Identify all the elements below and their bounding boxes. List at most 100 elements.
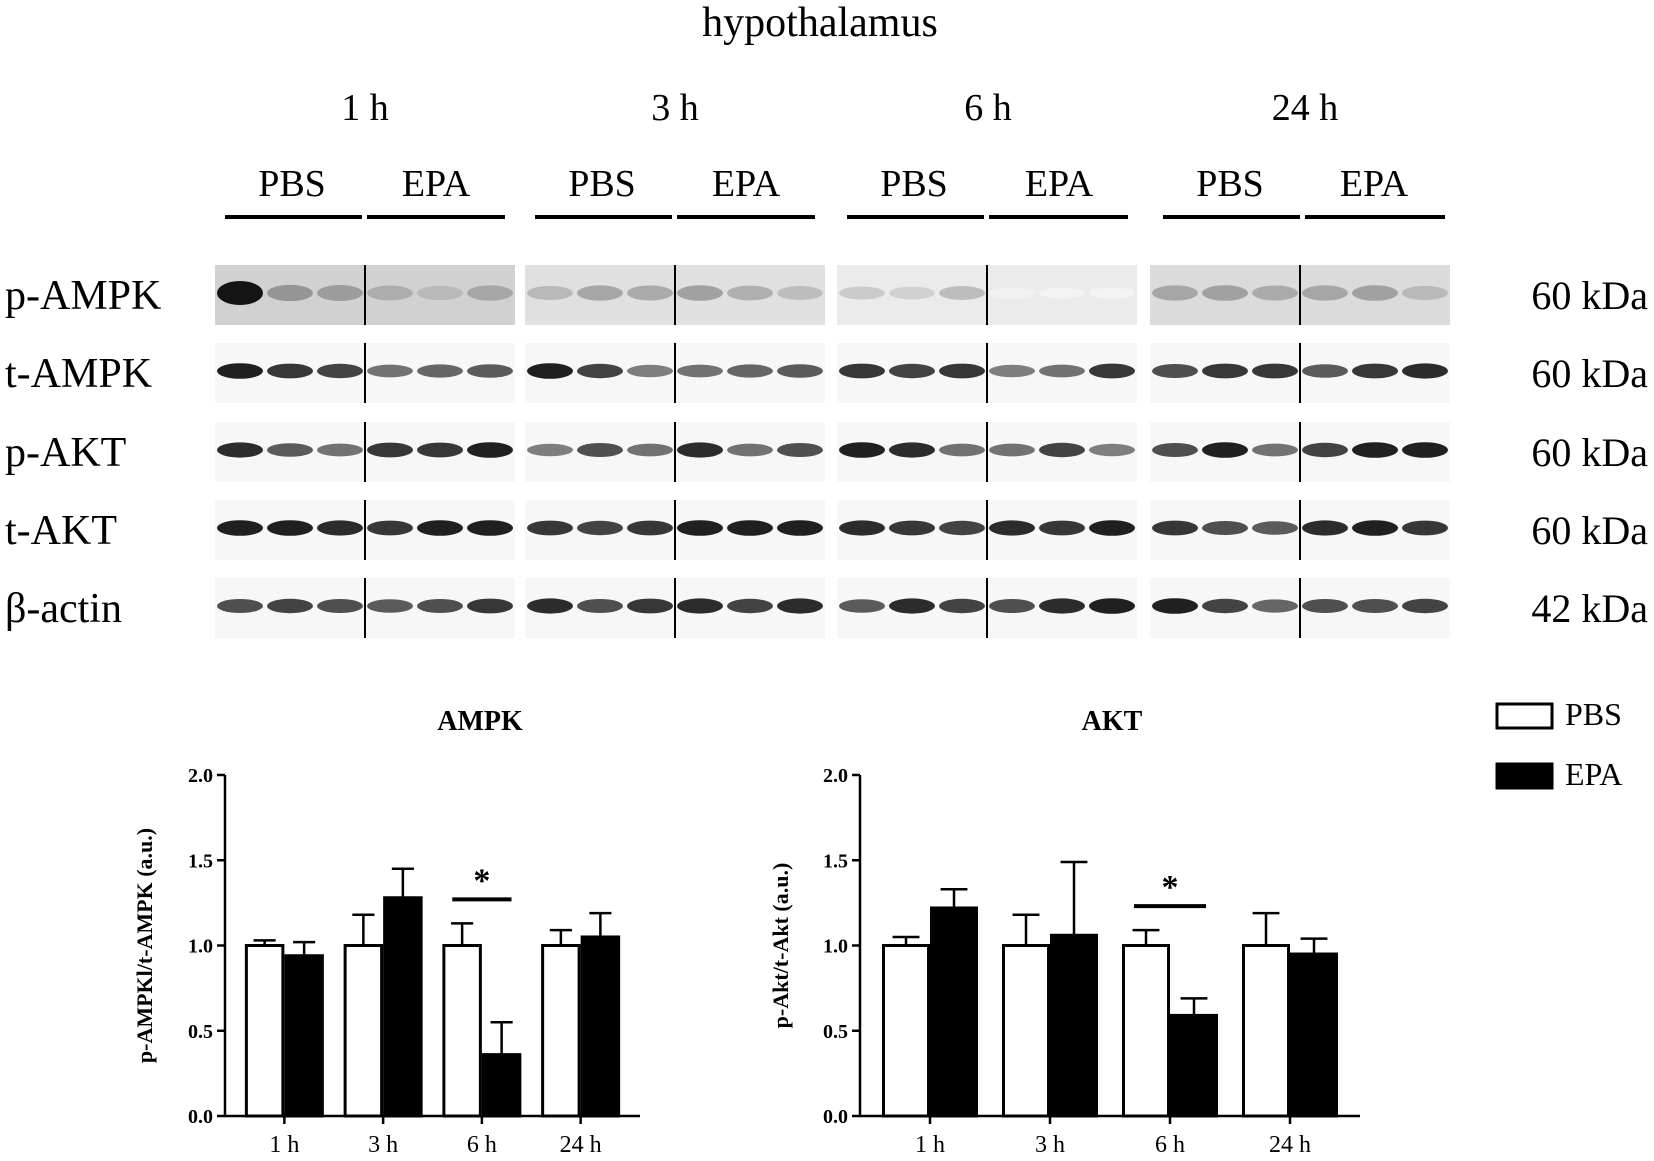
blot-band xyxy=(577,363,623,379)
blot-band xyxy=(777,520,823,536)
bar-pbs xyxy=(244,944,285,1118)
bar-epa xyxy=(1170,1013,1218,1118)
blot-band xyxy=(677,442,723,458)
blot-strip-beta-actin xyxy=(215,578,515,638)
blot-group-label: EPA xyxy=(1340,163,1409,205)
blot-band xyxy=(467,598,513,614)
blot-strip-beta-actin xyxy=(837,578,1137,638)
blot-band xyxy=(1089,598,1135,614)
blot-band xyxy=(1202,285,1248,301)
bar-pbs xyxy=(1002,944,1050,1118)
blot-band xyxy=(889,598,935,614)
blot-strip-t-akt xyxy=(215,500,515,560)
blot-band xyxy=(217,281,263,305)
blot-band xyxy=(1302,442,1348,458)
significance-label: * xyxy=(473,862,490,899)
blot-band xyxy=(839,599,885,613)
blot-strip-p-ampk xyxy=(1150,265,1450,325)
legend-swatch-pbs xyxy=(1495,702,1554,730)
blot-band xyxy=(1152,364,1198,378)
blot-band xyxy=(527,598,573,614)
x-tick-label: 24 h xyxy=(560,1132,602,1158)
blot-band xyxy=(1302,364,1348,378)
blot-band xyxy=(1252,443,1298,457)
y-tick-label: 1.0 xyxy=(823,936,848,958)
blot-strip-p-ampk xyxy=(525,265,825,325)
blot-band xyxy=(777,364,823,378)
blot-band xyxy=(417,364,463,378)
blot-group-label: PBS xyxy=(1196,163,1264,205)
blot-timepoint-label: 3 h xyxy=(651,87,699,129)
blot-strip-p-akt xyxy=(1150,422,1450,482)
legend-label: PBS xyxy=(1565,696,1622,732)
y-tick-label: 1.5 xyxy=(188,850,213,872)
blot-band xyxy=(777,598,823,614)
blot-band xyxy=(367,285,413,301)
blot-band xyxy=(1252,599,1298,613)
blot-band xyxy=(1402,442,1448,458)
blot-band xyxy=(367,599,413,613)
blot-band xyxy=(417,442,463,458)
y-tick-label: 0.5 xyxy=(823,1021,848,1043)
blot-band xyxy=(467,285,513,301)
significance-label: * xyxy=(1162,869,1179,906)
bar-pbs xyxy=(442,944,482,1118)
blot-strip-t-ampk xyxy=(837,343,1137,403)
chart-title: AKT xyxy=(1082,706,1143,737)
bar-epa xyxy=(1050,933,1098,1118)
blot-timepoint-label: 24 h xyxy=(1272,87,1339,129)
blot-band xyxy=(1252,285,1298,301)
blot-band xyxy=(1352,442,1398,458)
blot-strip-t-akt xyxy=(837,500,1137,560)
blot-band xyxy=(1202,521,1248,535)
blot-band xyxy=(989,287,1035,299)
blot-band xyxy=(839,286,885,300)
blot-band xyxy=(727,443,773,457)
bar-epa xyxy=(580,935,621,1118)
legend: PBS EPA xyxy=(1495,696,1623,792)
blot-strip-p-ampk xyxy=(215,265,515,325)
y-tick-label: 2.0 xyxy=(823,765,848,787)
y-tick-label: 0.0 xyxy=(188,1106,213,1128)
blot-band xyxy=(577,443,623,457)
blot-band xyxy=(939,286,985,300)
blot-band xyxy=(317,599,363,613)
blot-band xyxy=(317,520,363,536)
blot-band xyxy=(777,286,823,300)
blot-strip-t-akt xyxy=(1150,500,1450,560)
blot-band xyxy=(627,598,673,614)
blot-size-label: 42 kDa xyxy=(1531,586,1648,631)
blot-group-label: PBS xyxy=(568,163,636,205)
blot-band xyxy=(727,364,773,378)
blot-band xyxy=(527,285,573,301)
bar-epa xyxy=(930,906,978,1118)
blot-band xyxy=(1252,363,1298,379)
blot-size-label: 60 kDa xyxy=(1531,430,1648,475)
x-tick-label: 1 h xyxy=(915,1132,945,1158)
bar-pbs xyxy=(343,944,384,1118)
blot-band xyxy=(467,520,513,536)
blot-band xyxy=(417,520,463,536)
blot-band xyxy=(939,520,985,536)
blot-band xyxy=(267,520,313,536)
blot-band xyxy=(577,285,623,301)
blot-protein-label: t-AMPK xyxy=(5,351,152,397)
blot-band xyxy=(1302,599,1348,613)
blot-band xyxy=(989,520,1035,536)
blot-band xyxy=(1352,285,1398,301)
blot-band xyxy=(467,364,513,378)
blot-band xyxy=(627,520,673,536)
western-blot-panel: p-AMPK 60 kDa t-AMPK 60 kDa p-AKT 60 kDa t-AKT… xyxy=(5,265,1648,638)
blot-band xyxy=(1089,363,1135,379)
blot-band xyxy=(889,286,935,300)
blot-band xyxy=(267,284,313,302)
blot-band xyxy=(1202,442,1248,458)
y-tick-label: 0.0 xyxy=(823,1106,848,1128)
blot-band xyxy=(989,443,1035,457)
x-tick-label: 6 h xyxy=(1155,1132,1185,1158)
blot-group-label: EPA xyxy=(1025,163,1094,205)
figure-title: hypothalamus xyxy=(702,0,938,46)
blot-band xyxy=(1039,520,1085,536)
blot-band xyxy=(1152,520,1198,536)
blot-band xyxy=(367,364,413,378)
